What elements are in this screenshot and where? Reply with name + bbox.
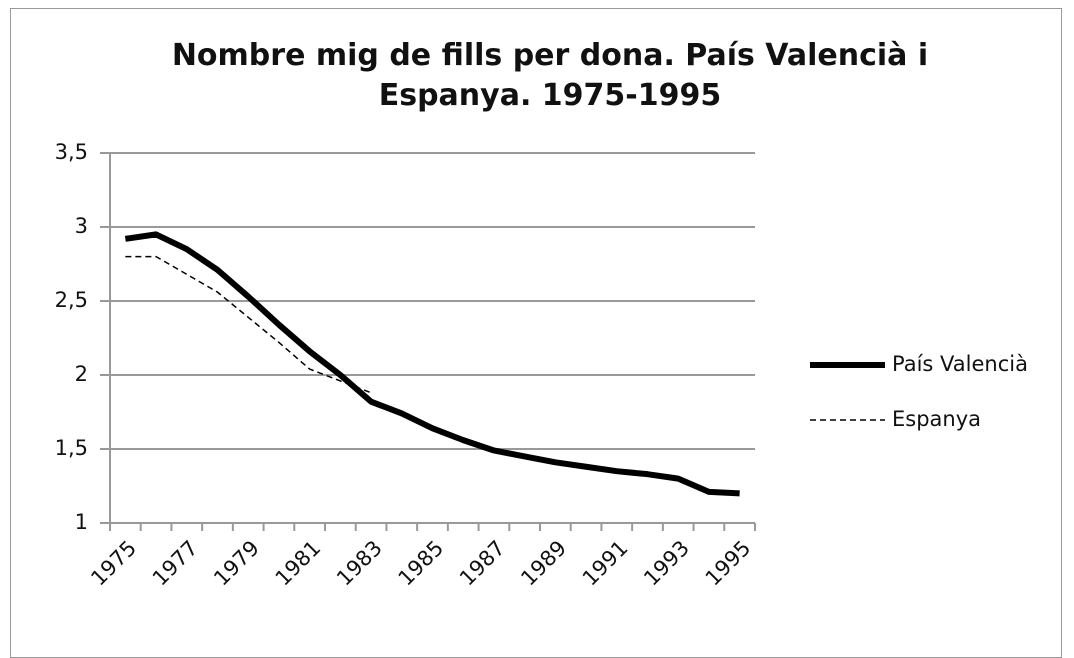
x-tick-label: 1985 — [394, 536, 449, 591]
x-tick-label: 1989 — [516, 536, 571, 591]
chart-title: Nombre mig de fills per dona. País Valen… — [171, 38, 929, 113]
x-tick-label: 1991 — [578, 536, 633, 591]
y-tick-label: 1 — [75, 510, 88, 534]
x-tick-label: 1987 — [455, 536, 510, 591]
legend-label: Espanya — [892, 407, 981, 431]
series-line — [125, 255, 372, 394]
x-tick-label: 1977 — [148, 536, 203, 591]
y-tick-label: 2,5 — [55, 288, 88, 312]
y-tick-label: 3,5 — [55, 140, 88, 164]
x-tick-label: 1979 — [209, 536, 264, 591]
x-tick-label: 1983 — [332, 536, 387, 591]
series-line — [124, 231, 740, 497]
y-tick-label: 2 — [75, 362, 88, 386]
x-tick-label: 1975 — [86, 536, 141, 591]
x-tick-label: 1981 — [271, 536, 326, 591]
x-tick-label: 1993 — [639, 536, 694, 591]
legend-label: País Valencià — [892, 352, 1028, 376]
y-tick-label: 3 — [75, 214, 88, 238]
y-tick-label: 1,5 — [55, 436, 88, 460]
x-tick-label: 1995 — [701, 536, 756, 591]
